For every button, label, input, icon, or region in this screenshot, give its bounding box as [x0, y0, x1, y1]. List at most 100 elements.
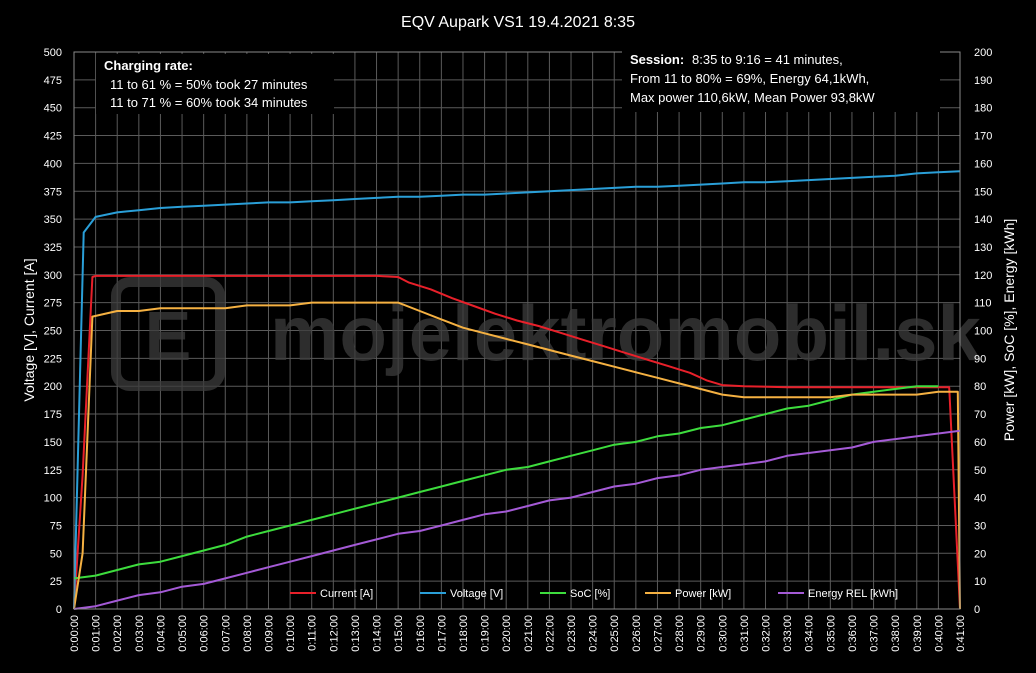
x-tick-label: 0:30:00: [717, 615, 729, 652]
charging-rate-heading: Charging rate:: [104, 58, 193, 73]
x-tick-label: 0:36:00: [847, 615, 859, 652]
legend: Current [A] Voltage [V] SoC [%] Power [kW] E…: [290, 588, 898, 600]
y-left-tick-label: 350: [44, 214, 62, 226]
x-tick-label: 0:08:00: [242, 615, 254, 652]
y-right-tick-label: 190: [974, 75, 992, 87]
y-left-tick-label: 125: [44, 465, 62, 477]
x-tick-label: 0:38:00: [890, 615, 902, 652]
y-right-tick-label: 200: [974, 47, 992, 59]
y-left-tick-label: 175: [44, 409, 62, 421]
y-left-tick-label: 325: [44, 242, 62, 254]
x-tick-label: 0:40:00: [933, 615, 945, 652]
legend-label: Current [A]: [320, 588, 373, 600]
y-right-tick-label: 70: [974, 409, 986, 421]
chart-title: EQV Aupark VS1 19.4.2021 8:35: [401, 14, 635, 31]
x-tick-label: 0:03:00: [134, 615, 146, 652]
x-tick-label: 0:41:00: [955, 615, 967, 652]
x-tick-label: 0:35:00: [825, 615, 837, 652]
session-line-2: From 11 to 80% = 69%, Energy 64,1kWh,: [630, 71, 869, 86]
x-tick-label: 0:04:00: [155, 615, 167, 652]
session-box: [622, 48, 940, 112]
x-axis: 0:00:00 0:01:00 0:02:00 0:03:00 0:04:00 0:05:…: [69, 615, 967, 652]
session-line-1: 8:35 to 9:16 = 41 minutes,: [692, 52, 843, 67]
charging-rate-line-2: 11 to 71 % = 60% took 34 minutes: [110, 95, 308, 110]
y-right-tick-label: 140: [974, 214, 992, 226]
y-right-tick-label: 150: [974, 186, 992, 198]
y-left-tick-label: 275: [44, 298, 62, 310]
x-tick-label: 0:06:00: [199, 615, 211, 652]
y-left-tick-label: 50: [50, 548, 62, 560]
y-right-tick-label: 170: [974, 131, 992, 143]
x-tick-label: 0:01:00: [91, 615, 103, 652]
x-tick-label: 0:09:00: [263, 615, 275, 652]
legend-label: Voltage [V]: [450, 588, 503, 600]
x-tick-label: 0:37:00: [869, 615, 881, 652]
watermark-text: mojelektromobil.sk: [270, 289, 981, 377]
watermark: E mojelektromobil.sk: [111, 277, 981, 391]
x-tick-label: 0:17:00: [436, 615, 448, 652]
y-left-tick-label: 425: [44, 131, 62, 143]
y-left-tick-label: 25: [50, 576, 62, 588]
y-left-tick-label: 100: [44, 493, 62, 505]
y-right-tick-label: 40: [974, 493, 986, 505]
y-left-tick-label: 400: [44, 158, 62, 170]
charging-rate-line-1: 11 to 61 % = 50% took 27 minutes: [110, 77, 308, 92]
y-right-tick-label: 60: [974, 437, 986, 449]
series-line-power-kw: [73, 301, 961, 610]
y-left-tick-label: 250: [44, 326, 62, 338]
session-note: Session: 8:35 to 9:16 = 41 minutes, From…: [622, 48, 940, 112]
y-axis-right-title: Power [kW], SoC [%], Energy [kWh]: [1001, 219, 1017, 442]
y-right-tick-label: 100: [974, 326, 992, 338]
y-left-tick-label: 450: [44, 103, 62, 115]
x-tick-label: 0:33:00: [782, 615, 794, 652]
x-tick-label: 0:32:00: [761, 615, 773, 652]
x-tick-label: 0:11:00: [307, 615, 319, 651]
y-axis-left-title: Voltage [V], Current [A]: [21, 258, 37, 401]
y-left-tick-label: 500: [44, 47, 62, 59]
y-right-tick-label: 50: [974, 465, 986, 477]
charging-rate-note: Charging rate: 11 to 61 % = 50% took 27 …: [96, 54, 334, 114]
legend-label: Energy REL [kWh]: [808, 588, 898, 600]
x-tick-label: 0:26:00: [631, 615, 643, 652]
legend-label: SoC [%]: [570, 588, 610, 600]
x-tick-label: 0:13:00: [350, 615, 362, 652]
session-line-3: Max power 110,6kW, Mean Power 93,8kW: [630, 90, 875, 105]
series-line-voltage-v: [73, 170, 961, 610]
legend-label: Power [kW]: [675, 588, 731, 600]
x-tick-label: 0:28:00: [674, 615, 686, 652]
y-left-tick-label: 375: [44, 186, 62, 198]
x-tick-label: 0:23:00: [566, 615, 578, 652]
plot-frame: [73, 51, 961, 610]
series-line-soc: [73, 385, 939, 580]
y-right-tick-label: 180: [974, 103, 992, 115]
session-heading: Session:: [630, 52, 684, 67]
x-tick-label: 0:14:00: [372, 615, 384, 652]
y-left-tick-label: 75: [50, 520, 62, 532]
y-axis-left: 0 25 50 75 100 125 150 175 200 225 250 275 300 325 350…: [44, 47, 62, 616]
y-left-tick-label: 150: [44, 437, 62, 449]
y-right-tick-label: 120: [974, 270, 992, 282]
y-left-tick-label: 475: [44, 75, 62, 87]
x-tick-label: 0:19:00: [480, 615, 492, 652]
x-tick-label: 0:22:00: [544, 615, 556, 652]
x-tick-label: 0:02:00: [112, 615, 124, 652]
y-right-tick-label: 90: [974, 353, 986, 365]
x-tick-label: 0:07:00: [220, 615, 232, 652]
x-tick-label: 0:20:00: [501, 615, 513, 652]
watermark-logo-frame: [111, 277, 225, 391]
y-left-tick-label: 225: [44, 353, 62, 365]
y-right-tick-label: 110: [974, 298, 992, 310]
series-line-current-a: [73, 274, 961, 610]
x-tick-label: 0:24:00: [588, 615, 600, 652]
x-tick-label: 0:10:00: [285, 615, 297, 652]
x-tick-label: 0:18:00: [458, 615, 470, 652]
x-tick-label: 0:21:00: [523, 615, 535, 652]
y-right-tick-label: 10: [974, 576, 986, 588]
x-tick-label: 0:34:00: [804, 615, 816, 652]
x-tick-label: 0:31:00: [739, 615, 751, 652]
y-right-tick-label: 20: [974, 548, 986, 560]
series-lines: [73, 170, 961, 610]
x-tick-label: 0:25:00: [609, 615, 621, 652]
x-tick-label: 0:05:00: [177, 615, 189, 652]
